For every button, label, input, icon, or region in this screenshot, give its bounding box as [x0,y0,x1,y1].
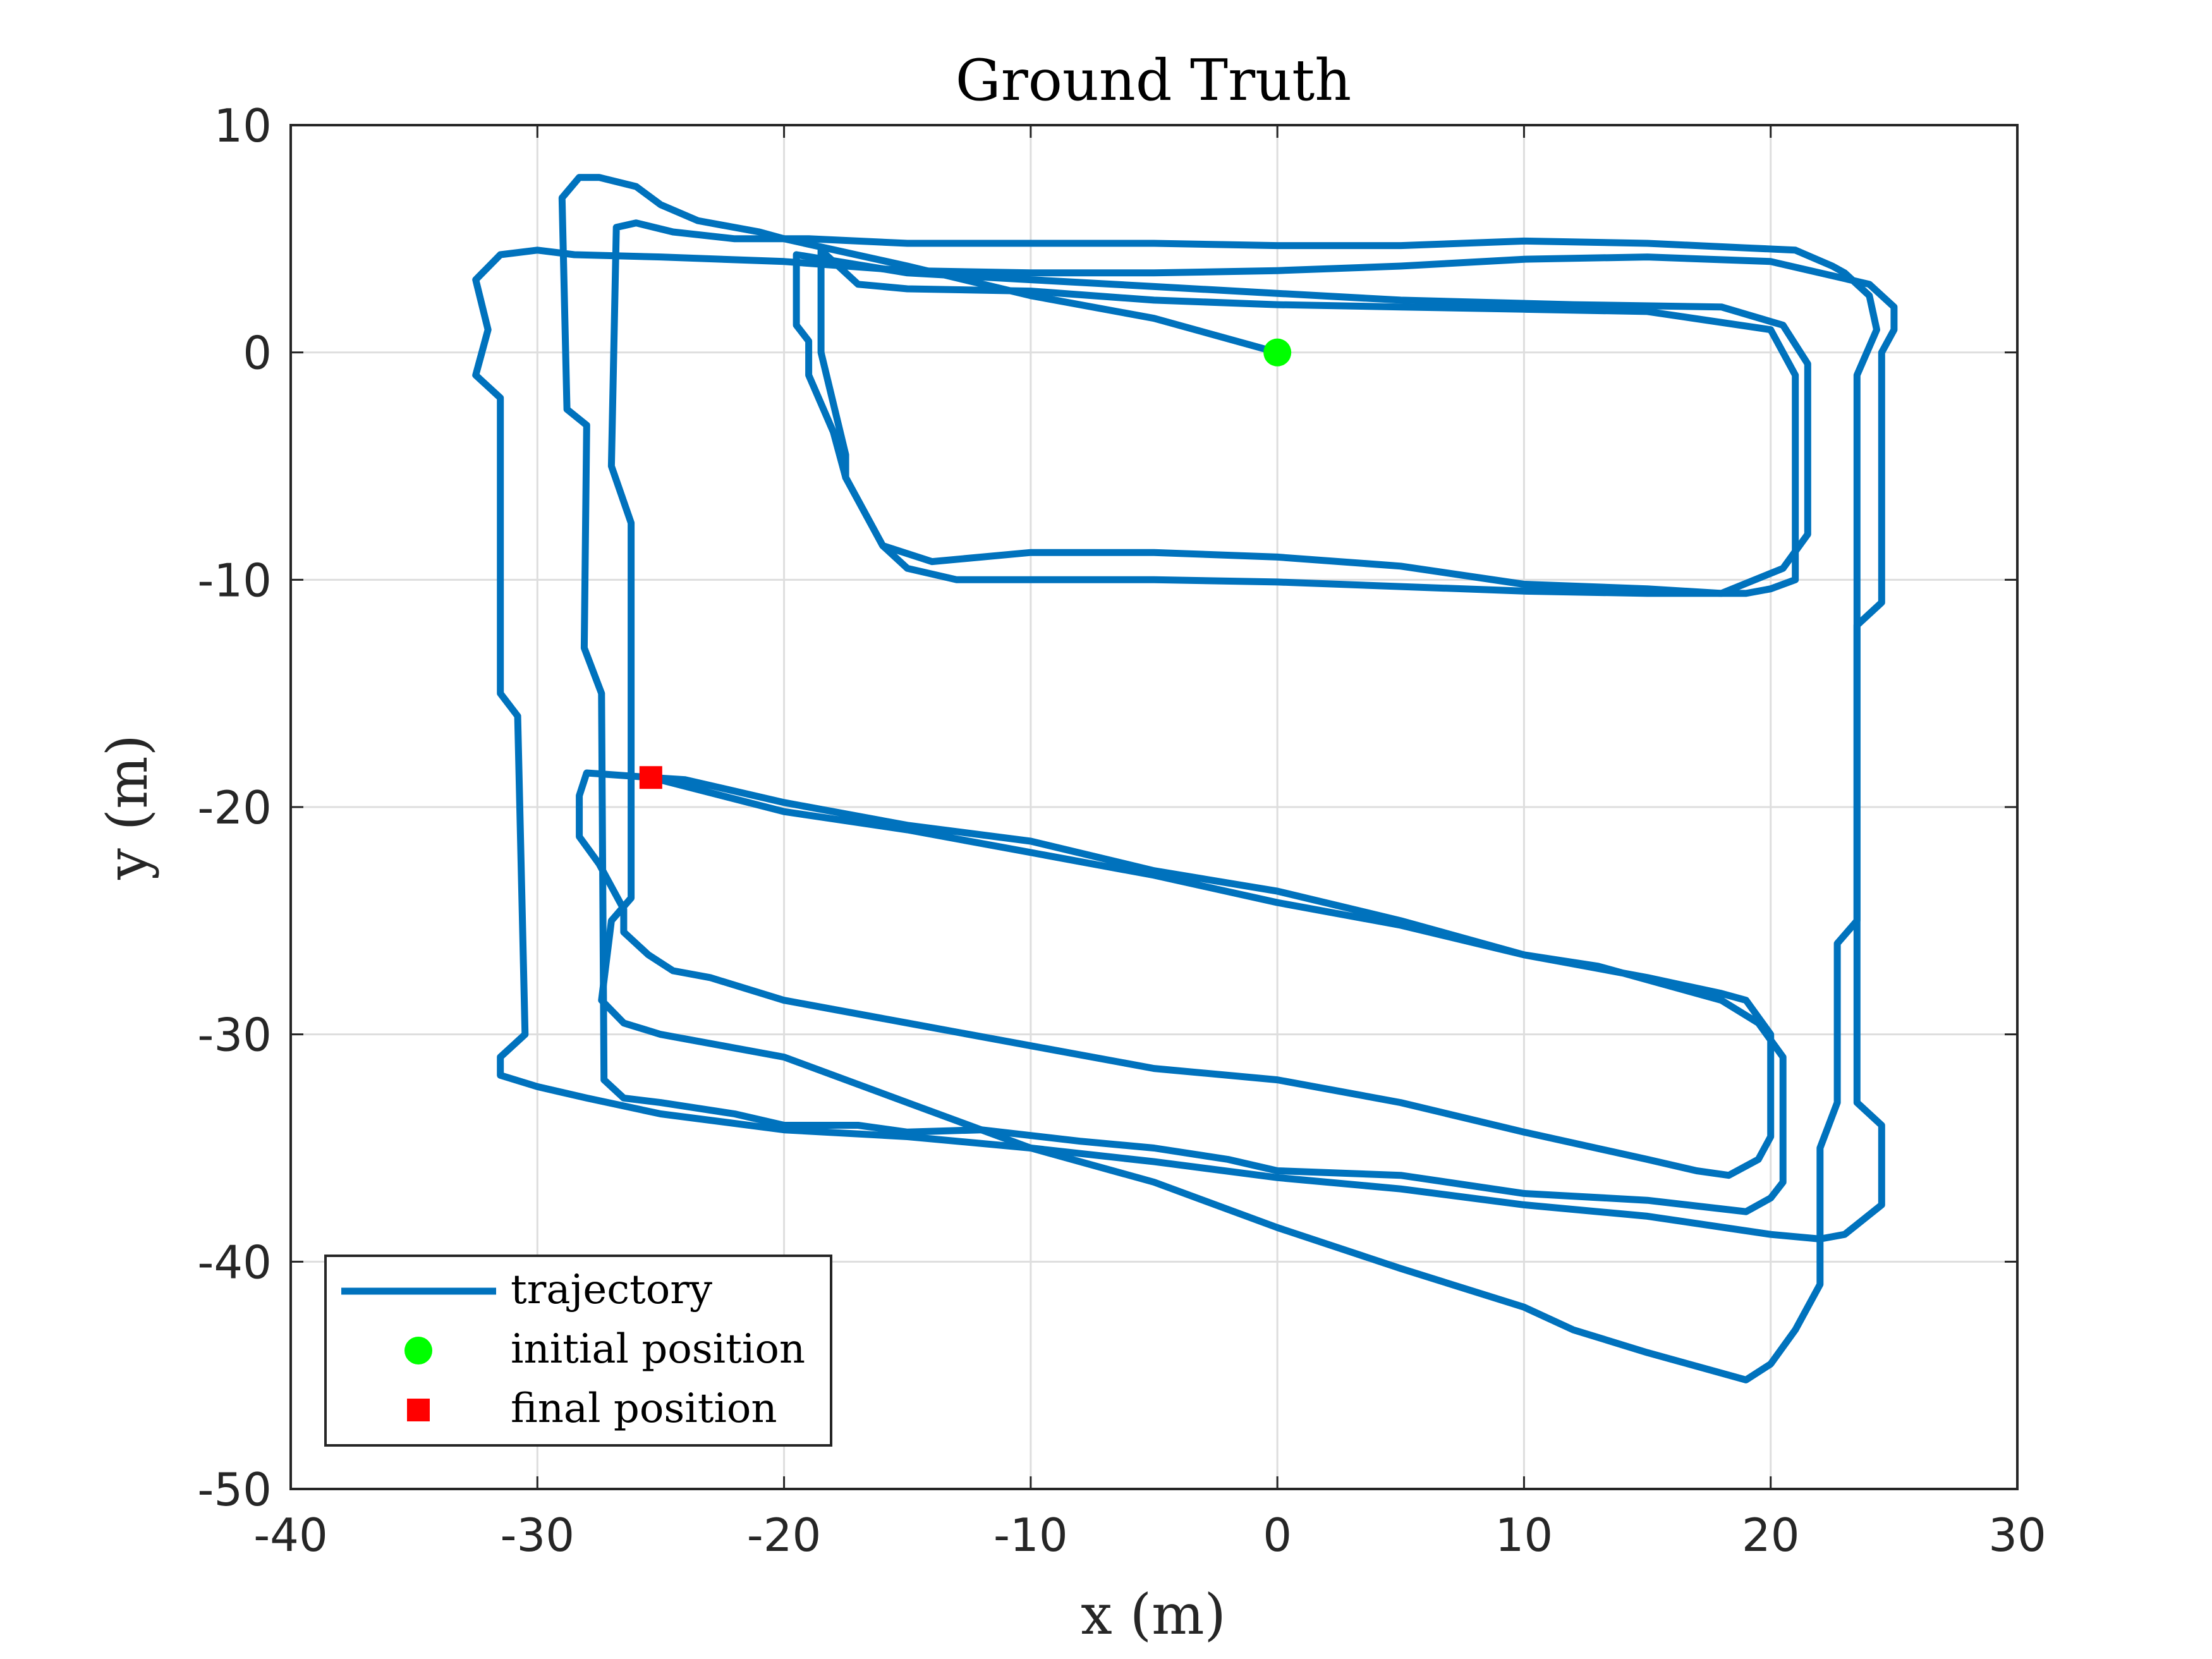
y-tick-label: -20 [197,781,272,834]
y-tick-label: 10 [214,99,272,152]
chart-title: Ground Truth [956,47,1351,114]
x-tick-label: 30 [1988,1509,2046,1562]
x-tick-label: -20 [747,1509,822,1562]
legend-label-initial: initial position [511,1326,805,1373]
legend-label-final: final position [511,1385,777,1432]
x-tick-label: -10 [994,1509,1068,1562]
y-tick-label: 0 [243,327,272,380]
trajectory-line [558,174,1787,1215]
x-tick-label: -40 [253,1509,328,1562]
final-position-marker [639,766,662,789]
trajectory-loop [598,219,1880,1383]
y-tick-label: -10 [197,554,272,607]
legend-label-trajectory: trajectory [511,1267,712,1313]
x-axis-label: x (m) [1081,1582,1226,1647]
x-tick-label: 10 [1495,1509,1553,1562]
trajectory-loop [472,246,1898,1243]
y-tick-label: -30 [197,1009,272,1062]
y-axis-label: y (m) [95,734,160,880]
initial-position-marker [1263,338,1292,367]
axis-ticks [289,124,2019,1490]
x-tick-label: 0 [1263,1509,1292,1562]
y-tick-label: -40 [197,1236,272,1289]
y-tick-label: -50 [197,1463,272,1516]
x-tick-label: 20 [1742,1509,1800,1562]
legend-final-swatch [407,1399,430,1421]
trajectory-series [472,174,1898,1383]
trajectory-loop [793,251,1811,597]
x-tick-label: -30 [500,1509,574,1562]
legend: trajectory initial position final positi… [324,1255,832,1447]
legend-initial-swatch [404,1337,432,1364]
